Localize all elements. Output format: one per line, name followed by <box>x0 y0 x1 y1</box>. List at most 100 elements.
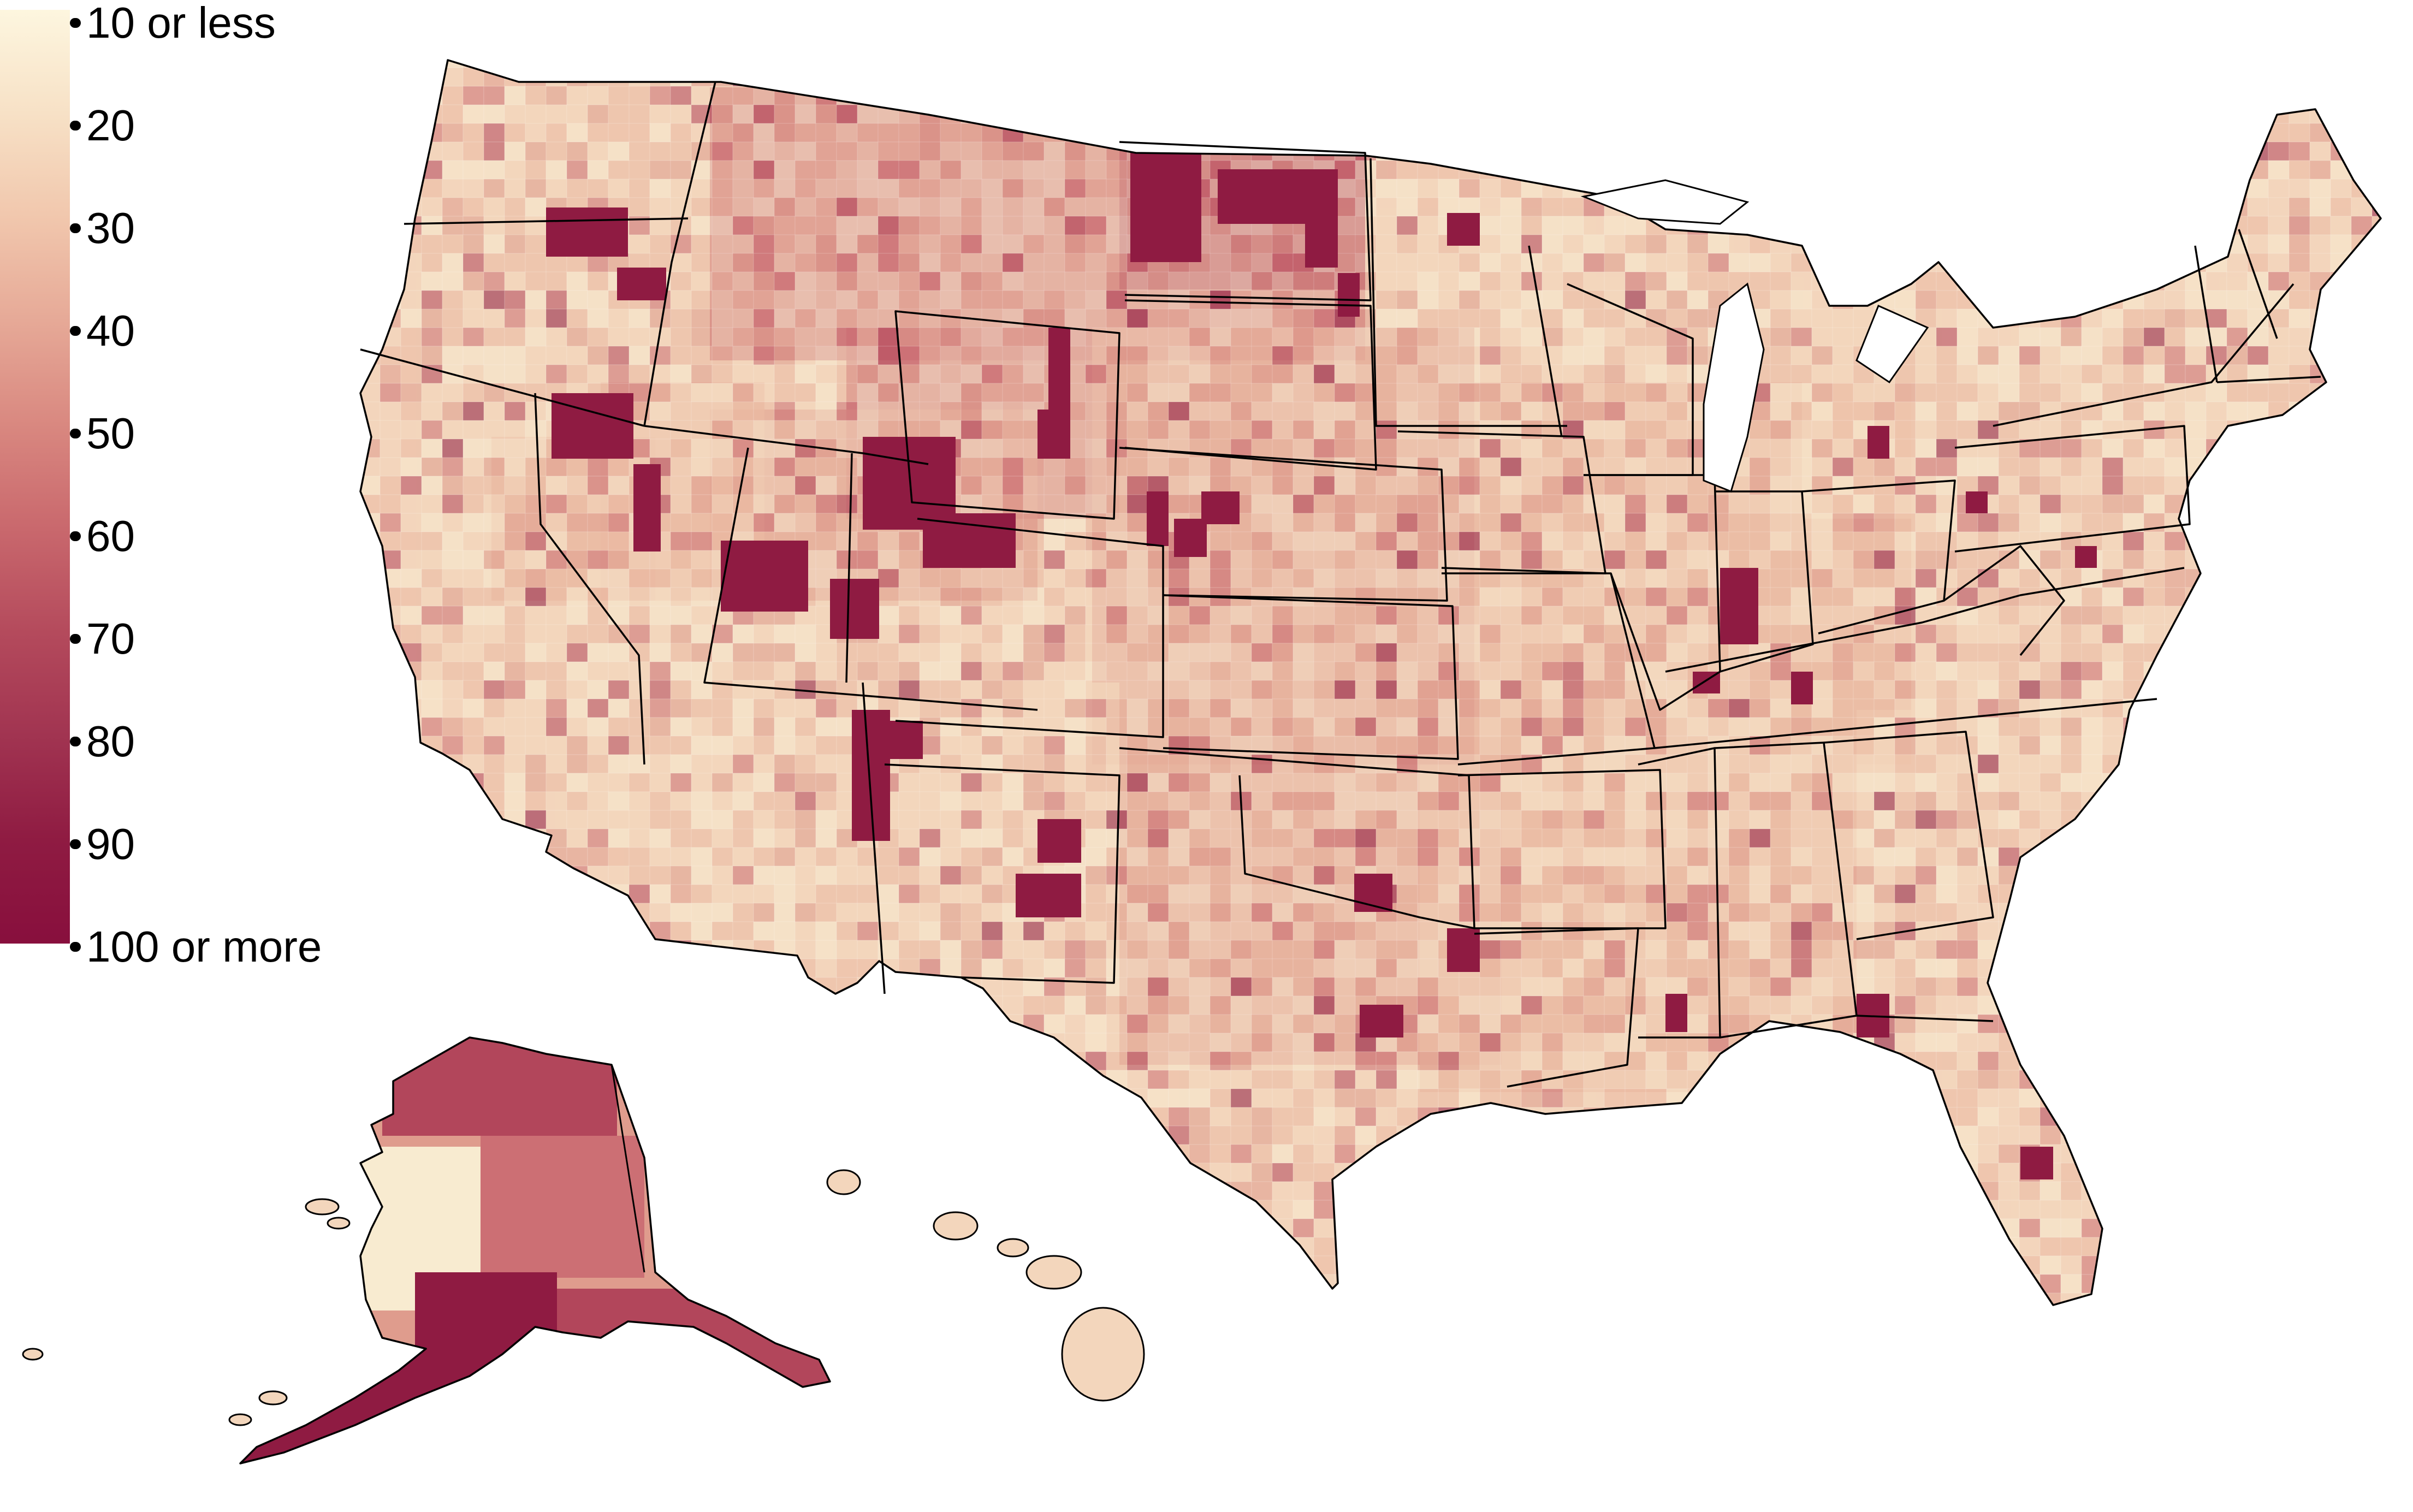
county <box>2206 754 2227 774</box>
county <box>1355 643 1377 662</box>
county <box>1313 104 1335 124</box>
county <box>1998 643 2020 662</box>
county <box>1542 828 1563 848</box>
county <box>1998 810 2020 829</box>
county <box>1749 420 1771 440</box>
county <box>2206 67 2227 87</box>
county <box>400 476 422 495</box>
county <box>1002 86 1024 105</box>
county <box>1272 383 1294 402</box>
county <box>2351 457 2373 477</box>
county <box>1313 438 1335 458</box>
county <box>2289 698 2310 718</box>
county <box>1500 884 1522 904</box>
county <box>1915 383 1937 402</box>
county <box>919 290 941 310</box>
county <box>546 698 567 718</box>
county <box>1396 383 1418 402</box>
county <box>1542 179 1563 198</box>
county <box>525 327 547 347</box>
county <box>1625 364 1646 384</box>
county <box>2060 865 2082 885</box>
county <box>1977 383 1999 402</box>
county <box>608 141 630 161</box>
county <box>961 903 982 922</box>
county <box>1604 234 1626 254</box>
county <box>1417 104 1439 124</box>
county <box>1625 810 1646 829</box>
county <box>898 791 920 811</box>
county <box>1064 643 1086 662</box>
county <box>1749 903 1771 922</box>
county <box>1645 104 1667 124</box>
county <box>2143 401 2165 421</box>
county <box>1189 606 1211 625</box>
county <box>2143 884 2165 904</box>
county <box>753 197 775 217</box>
county <box>1749 940 1771 959</box>
county <box>2226 828 2248 848</box>
county <box>1334 60 1356 68</box>
county <box>691 290 713 310</box>
county <box>1521 67 1543 87</box>
county <box>2164 921 2186 941</box>
county <box>2040 179 2061 198</box>
county <box>1147 847 1169 867</box>
county <box>836 197 858 217</box>
county <box>898 940 920 959</box>
county <box>566 736 588 755</box>
county <box>732 791 754 811</box>
county <box>2268 791 2290 811</box>
county <box>1355 476 1377 495</box>
county <box>1915 494 1937 514</box>
county <box>1728 828 1750 848</box>
county <box>795 773 816 792</box>
county <box>2351 810 2373 829</box>
county <box>1313 810 1335 829</box>
county <box>1728 958 1750 978</box>
county <box>732 754 754 774</box>
county <box>1645 531 1667 551</box>
county <box>2081 606 2103 625</box>
county <box>1645 643 1667 662</box>
county <box>2226 865 2248 885</box>
county <box>981 494 1003 514</box>
county <box>2247 234 2269 254</box>
county <box>608 123 630 143</box>
county <box>1106 104 1128 124</box>
county <box>1106 643 1128 662</box>
county <box>1562 698 1584 718</box>
county <box>1853 383 1875 402</box>
county <box>795 494 816 514</box>
county <box>2226 531 2248 551</box>
county <box>2081 364 2103 384</box>
county <box>795 865 816 885</box>
county <box>1708 86 1729 105</box>
county <box>2060 104 2082 124</box>
county <box>670 568 692 588</box>
county <box>629 717 650 737</box>
county <box>1770 67 1792 87</box>
county <box>2060 476 2082 495</box>
county <box>1687 550 1709 570</box>
county <box>2351 568 2373 588</box>
county <box>421 271 443 291</box>
county <box>1002 346 1024 365</box>
county <box>2123 791 2144 811</box>
county <box>732 123 754 143</box>
county <box>1168 420 1190 440</box>
county <box>774 884 796 904</box>
county <box>2268 884 2290 904</box>
county <box>1376 550 1397 570</box>
county <box>1811 958 1833 978</box>
county <box>2102 383 2124 402</box>
county <box>546 104 567 124</box>
county <box>2226 346 2248 365</box>
county <box>2206 457 2227 477</box>
county <box>1832 420 1854 440</box>
county <box>961 606 982 625</box>
county <box>1085 568 1107 588</box>
county <box>608 828 630 848</box>
county <box>1272 420 1294 440</box>
county <box>1334 810 1356 829</box>
